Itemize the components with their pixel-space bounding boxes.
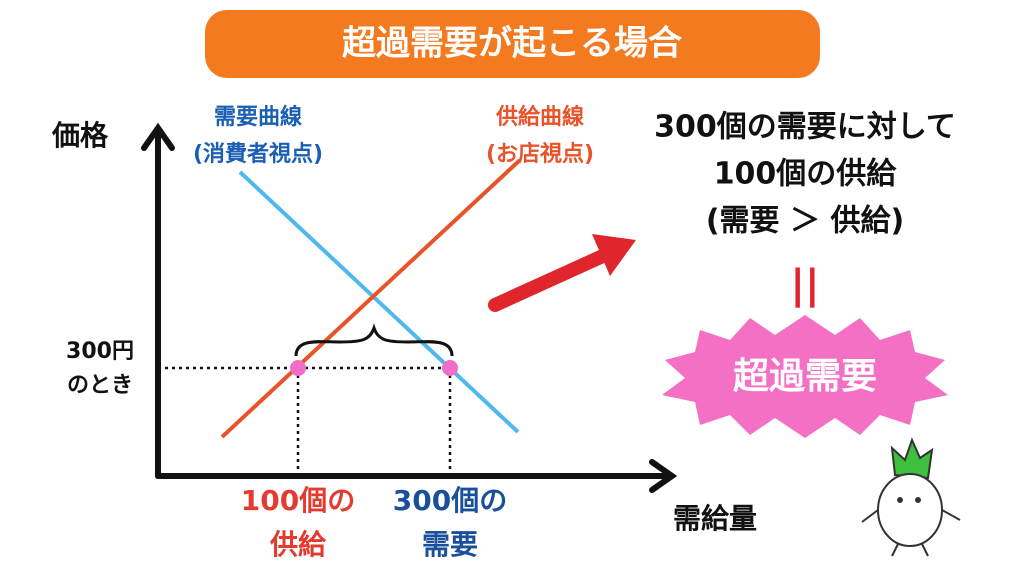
- arrow: [488, 234, 636, 312]
- title-pill: [205, 10, 820, 78]
- axes: [141, 122, 678, 493]
- demand-label: (消費者視点): [193, 141, 323, 167]
- price-label: のとき: [67, 373, 133, 398]
- demand-point: [442, 360, 458, 376]
- demand-label: 需要曲線: [214, 104, 302, 130]
- badge-text: 超過需要: [733, 356, 877, 397]
- supply-quantity-label: 100個の: [241, 484, 355, 517]
- x-axis-label: 需給量: [673, 502, 757, 535]
- explanation-line: 300個の需要に対して: [654, 110, 956, 145]
- equals-sign: ||: [790, 262, 819, 309]
- supply-point: [290, 360, 306, 376]
- y-axis-label: 価格: [51, 119, 109, 152]
- mascot: [861, 437, 961, 557]
- price-label: 300円: [66, 339, 134, 364]
- demand-quantity-label: 需要: [422, 528, 478, 561]
- supply-label: 供給曲線: [495, 104, 584, 130]
- supply-label: (お店視点): [486, 141, 594, 167]
- demand-curve: [238, 170, 520, 434]
- supply-quantity-label: 供給: [269, 528, 327, 561]
- badge-burst: [662, 315, 948, 438]
- title: 超過需要が起こる場合: [342, 24, 682, 64]
- explanation-line: 100個の供給: [714, 157, 898, 192]
- demand-quantity-label: 300個の: [393, 484, 507, 517]
- guides: [165, 366, 452, 474]
- brace: [294, 323, 454, 357]
- explanation-line: (需要 ＞ 供給): [706, 204, 904, 239]
- supply-curve: [220, 158, 522, 439]
